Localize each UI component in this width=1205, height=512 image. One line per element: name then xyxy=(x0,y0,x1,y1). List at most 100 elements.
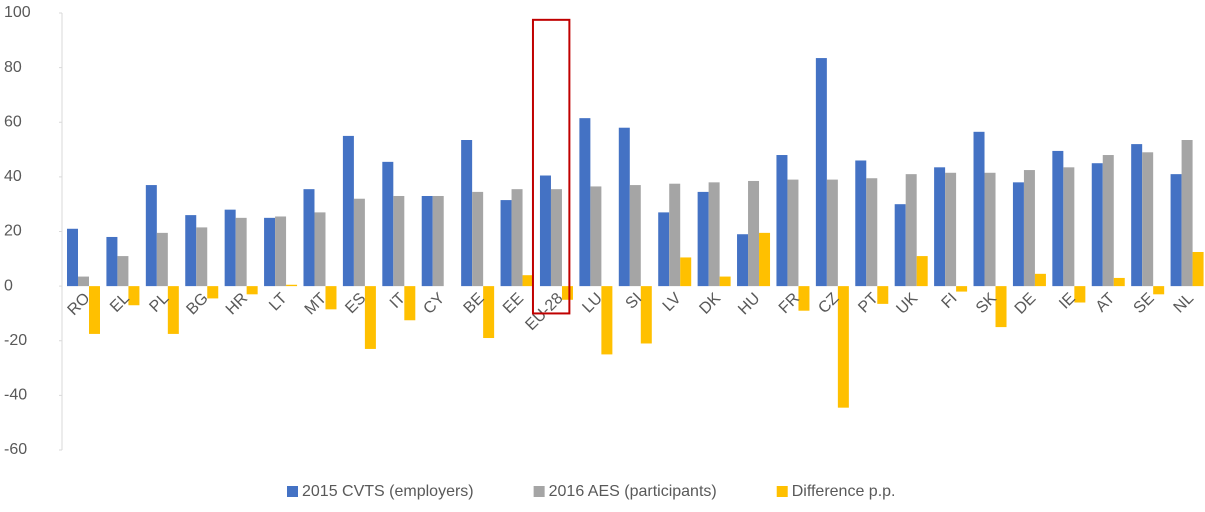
x-tick-label: HU xyxy=(735,290,763,318)
bar xyxy=(826,179,838,287)
bar xyxy=(776,155,788,287)
bar xyxy=(837,286,849,408)
legend-swatch xyxy=(776,486,788,497)
bar xyxy=(145,185,157,287)
bar xyxy=(1063,167,1075,287)
bar xyxy=(815,58,827,287)
x-tick-label: DE xyxy=(1012,290,1040,318)
bar xyxy=(275,216,287,287)
bar xyxy=(973,131,985,287)
bar xyxy=(117,256,129,287)
bar xyxy=(934,167,946,287)
bar xyxy=(393,195,405,287)
x-tick-label: CY xyxy=(420,290,448,318)
bar xyxy=(601,286,613,355)
bar xyxy=(1170,174,1182,287)
bar xyxy=(207,286,219,299)
bar xyxy=(1142,152,1154,287)
bar xyxy=(1012,182,1024,287)
bar xyxy=(522,275,534,287)
x-tick-label: UK xyxy=(893,290,921,318)
x-tick-label: DK xyxy=(696,290,724,318)
bar xyxy=(995,286,1007,328)
y-tick-label: 80 xyxy=(4,59,22,76)
bar xyxy=(708,182,720,287)
bar xyxy=(382,161,394,287)
bar xyxy=(224,209,236,287)
bar xyxy=(106,236,118,287)
bar xyxy=(472,191,484,287)
highlight-box xyxy=(531,18,571,315)
y-tick-label: 0 xyxy=(4,277,13,294)
bar xyxy=(461,140,473,287)
x-tick-label: EE xyxy=(500,290,527,317)
bar xyxy=(185,215,197,287)
bar xyxy=(314,212,326,287)
bar xyxy=(342,135,354,287)
bar xyxy=(1192,251,1204,287)
bar xyxy=(1181,140,1193,287)
bar xyxy=(500,200,512,287)
bar xyxy=(67,228,78,287)
bar xyxy=(286,284,298,287)
bar xyxy=(1034,273,1046,287)
x-tick-label: FI xyxy=(939,290,961,312)
bar xyxy=(196,227,208,287)
y-tick-label: 60 xyxy=(4,113,22,130)
bar xyxy=(353,198,365,287)
bar xyxy=(984,172,996,287)
bar xyxy=(579,118,591,287)
bar xyxy=(719,276,731,287)
y-tick-label: -40 xyxy=(4,387,27,404)
bar xyxy=(1052,150,1064,287)
bar xyxy=(364,286,376,349)
bar xyxy=(877,286,889,304)
bar xyxy=(421,195,433,287)
bar xyxy=(1074,286,1086,303)
bar xyxy=(167,286,179,334)
bar xyxy=(303,189,315,287)
y-tick-label: -60 xyxy=(4,441,27,458)
bar xyxy=(561,286,573,300)
bar xyxy=(697,191,709,287)
bar xyxy=(590,186,602,287)
bar xyxy=(89,286,100,334)
legend-swatch xyxy=(533,486,545,497)
bar xyxy=(945,172,957,287)
bar xyxy=(1091,163,1103,287)
bar xyxy=(669,183,681,287)
bar xyxy=(156,232,168,287)
bar xyxy=(787,179,799,287)
bar xyxy=(483,286,495,339)
bar xyxy=(511,189,523,287)
bar xyxy=(539,175,551,287)
bar xyxy=(1023,170,1035,287)
bar xyxy=(264,217,276,287)
bar xyxy=(432,195,444,287)
bar xyxy=(235,217,247,287)
bar xyxy=(1153,286,1165,295)
bar xyxy=(798,286,810,311)
x-tick-label: AT xyxy=(1093,290,1119,316)
bar xyxy=(1113,277,1125,287)
bar xyxy=(640,286,652,344)
bar xyxy=(916,256,928,287)
bar xyxy=(246,286,258,295)
bar xyxy=(905,174,917,287)
bar xyxy=(658,212,670,287)
x-tick-label: LT xyxy=(266,290,291,315)
bar xyxy=(629,185,641,287)
bar xyxy=(866,178,878,287)
y-tick-label: 40 xyxy=(4,168,22,185)
bar xyxy=(748,180,760,287)
y-tick-label: 100 xyxy=(4,4,31,21)
bar xyxy=(618,127,630,287)
y-tick-label: -20 xyxy=(4,332,27,349)
legend-label: 2015 CVTS (employers) xyxy=(302,483,474,500)
bar xyxy=(550,189,562,287)
legend-label: Difference p.p. xyxy=(792,483,896,500)
bar xyxy=(956,286,968,292)
bar xyxy=(1102,155,1114,287)
legend-swatch xyxy=(287,486,298,497)
x-tick-label: NL xyxy=(1171,290,1198,317)
